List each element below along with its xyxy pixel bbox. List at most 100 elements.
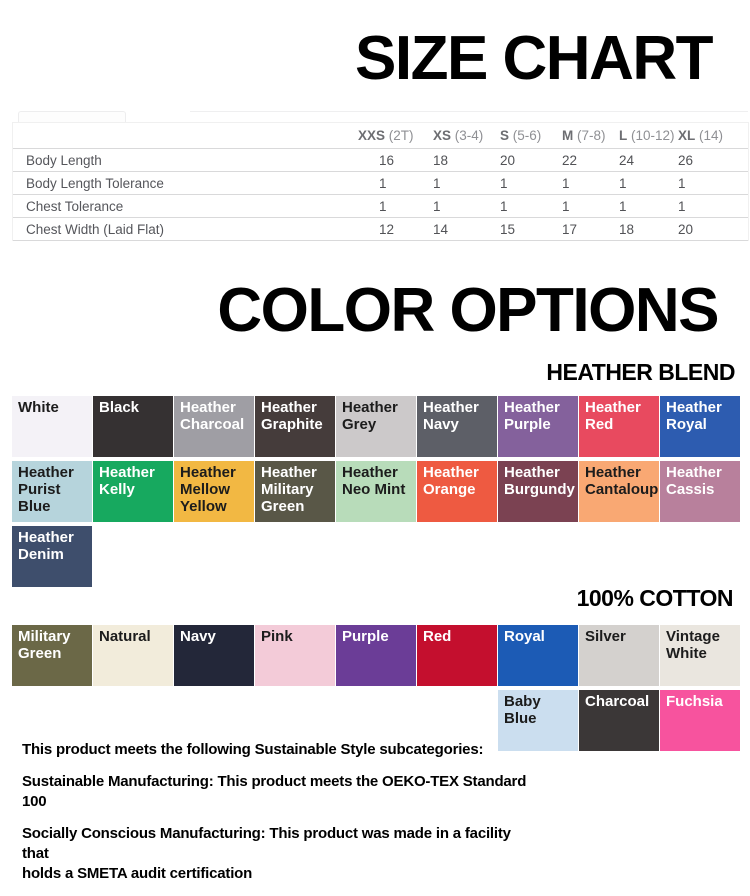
sustainability-text: This product meets the following Sustain… — [22, 740, 536, 896]
size-table-row: Chest Tolerance 1 1 1 1 1 1 — [13, 195, 748, 218]
swatch-heather-purple: Heather Purple — [498, 396, 578, 457]
swatch-label: Military Green — [18, 628, 71, 663]
size-chart-title: SIZE CHART — [355, 24, 714, 93]
swatch-label: Heather Purist Blue — [18, 464, 74, 516]
swatch-military-green: Military Green — [12, 625, 92, 686]
size-value: 1 — [379, 175, 387, 191]
size-table-row: Body Length 16 18 20 22 24 26 — [13, 149, 748, 172]
swatch-heather-cassis: Heather Cassis — [660, 461, 740, 522]
swatch-label: Heather Red — [585, 399, 641, 434]
size-value: 18 — [619, 221, 635, 237]
swatch-label: Black — [99, 399, 140, 416]
swatch-fuchsia: Fuchsia — [660, 690, 740, 751]
swatch-label: Heather Graphite — [261, 399, 323, 434]
size-table-row: Chest Width (Laid Flat) 12 14 15 17 18 2… — [13, 218, 748, 241]
size-value: 1 — [678, 175, 686, 191]
size-value: 1 — [433, 175, 441, 191]
swatch-label: Heather Cassis — [666, 464, 722, 499]
swatch-label: Silver — [585, 628, 626, 645]
swatch-black: Black — [93, 396, 173, 457]
size-col-header: M (7-8) — [562, 128, 606, 143]
swatch-label: Heather Denim — [18, 529, 74, 564]
swatch-charcoal: Charcoal — [579, 690, 659, 751]
swatch-silver: Silver — [579, 625, 659, 686]
swatch-heather-kelly: Heather Kelly — [93, 461, 173, 522]
size-col-header: XXS (2T) — [358, 128, 414, 143]
size-value: 1 — [619, 198, 627, 214]
swatch-purple: Purple — [336, 625, 416, 686]
size-value: 1 — [433, 198, 441, 214]
swatch-royal: Royal — [498, 625, 578, 686]
size-value: 15 — [500, 221, 516, 237]
tab-remnant — [18, 111, 126, 122]
swatch-label: Baby Blue — [504, 693, 541, 728]
swatch-label: Purple — [342, 628, 389, 645]
cotton-swatch-grid: Military Green Natural Navy Pink Purple … — [12, 625, 740, 751]
size-value: 17 — [562, 221, 578, 237]
swatch-label: Natural — [99, 628, 151, 645]
swatch-heather-denim: Heather Denim — [12, 526, 92, 587]
divider-line — [190, 111, 748, 112]
swatch-heather-royal: Heather Royal — [660, 396, 740, 457]
swatch-label: Heather Charcoal — [180, 399, 245, 434]
swatch-baby-blue: Baby Blue — [498, 690, 578, 751]
swatch-label: Heather Military Green — [261, 464, 317, 516]
cotton-heading: 100% COTTON — [576, 585, 734, 611]
swatch-heather-graphite: Heather Graphite — [255, 396, 335, 457]
swatch-label: Heather Neo Mint — [342, 464, 406, 499]
size-value: 1 — [562, 175, 570, 191]
swatch-heather-charcoal: Heather Charcoal — [174, 396, 254, 457]
size-value: 22 — [562, 152, 578, 168]
swatch-label: Heather Navy — [423, 399, 479, 434]
color-options-title: COLOR OPTIONS — [217, 276, 719, 345]
size-row-label: Chest Width (Laid Flat) — [26, 221, 165, 237]
size-value: 1 — [500, 175, 508, 191]
size-value: 12 — [379, 221, 395, 237]
swatch-natural: Natural — [93, 625, 173, 686]
swatch-vintage-white: Vintage White — [660, 625, 740, 686]
swatch-navy: Navy — [174, 625, 254, 686]
swatch-label: White — [18, 399, 59, 416]
size-value: 16 — [379, 152, 395, 168]
swatch-heather-burgundy: Heather Burgundy — [498, 461, 578, 522]
size-table-header-row: XXS (2T) XS (3-4) S (5-6) M (7-8) L (10-… — [13, 123, 748, 149]
swatch-heather-orange: Heather Orange — [417, 461, 497, 522]
swatch-heather-red: Heather Red — [579, 396, 659, 457]
size-row-label: Body Length Tolerance — [26, 175, 164, 191]
swatch-label: Fuchsia — [666, 693, 723, 710]
size-col-header: XS (3-4) — [433, 128, 484, 143]
swatch-label: Heather Burgundy — [504, 464, 575, 499]
size-value: 1 — [619, 175, 627, 191]
swatch-label: Charcoal — [585, 693, 650, 710]
swatch-label: Heather Grey — [342, 399, 398, 434]
size-value: 1 — [678, 198, 686, 214]
swatch-heather-navy: Heather Navy — [417, 396, 497, 457]
swatch-label: Heather Orange — [423, 464, 479, 499]
swatch-white: White — [12, 396, 92, 457]
size-table: XXS (2T) XS (3-4) S (5-6) M (7-8) L (10-… — [12, 122, 749, 241]
heather-swatch-grid: White Black Heather Charcoal Heather Gra… — [12, 396, 740, 587]
size-value: 26 — [678, 152, 694, 168]
size-value: 14 — [433, 221, 449, 237]
sustainability-intro: This product meets the following Sustain… — [22, 741, 484, 758]
swatch-label: Heather Mellow Yellow — [180, 464, 236, 516]
size-col-header: L (10-12) — [619, 128, 675, 143]
swatch-label: Heather Cantaloupe — [585, 464, 659, 499]
swatch-label: Navy — [180, 628, 216, 645]
swatch-heather-cantaloupe: Heather Cantaloupe — [579, 461, 659, 522]
swatch-heather-purist-blue: Heather Purist Blue — [12, 461, 92, 522]
size-value: 18 — [433, 152, 449, 168]
sustainability-oeko-tex: Sustainable Manufacturing: This product … — [22, 773, 527, 810]
sustainability-smeta: Socially Conscious Manufacturing: This p… — [22, 825, 511, 882]
size-value: 24 — [619, 152, 635, 168]
swatch-heather-grey: Heather Grey — [336, 396, 416, 457]
swatch-label: Heather Royal — [666, 399, 722, 434]
swatch-label: Pink — [261, 628, 293, 645]
swatch-heather-neo-mint: Heather Neo Mint — [336, 461, 416, 522]
size-value: 1 — [379, 198, 387, 214]
swatch-pink: Pink — [255, 625, 335, 686]
size-col-header: XL (14) — [678, 128, 724, 143]
swatch-label: Heather Kelly — [99, 464, 155, 499]
size-row-label: Body Length — [26, 152, 102, 168]
size-col-header: S (5-6) — [500, 128, 542, 143]
